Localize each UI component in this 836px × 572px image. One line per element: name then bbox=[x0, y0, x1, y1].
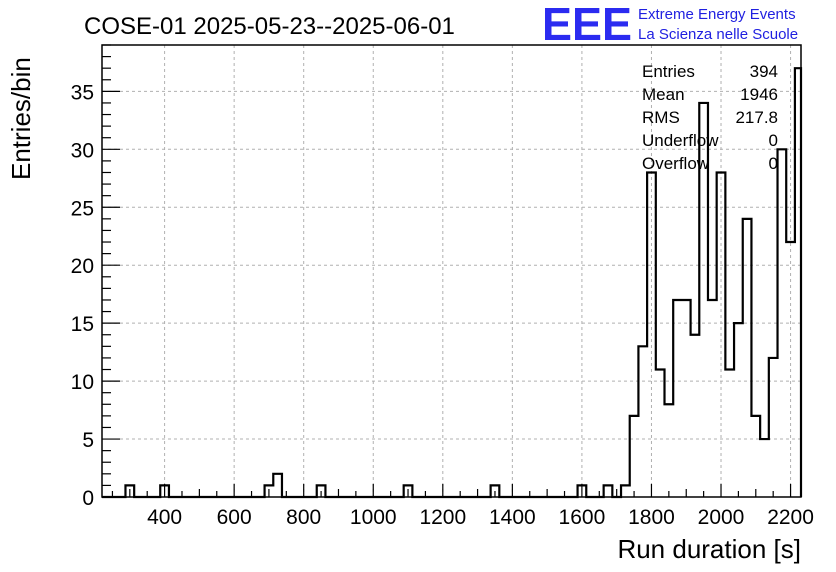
stats-label: Underflow bbox=[642, 131, 719, 150]
grid-lines bbox=[102, 45, 801, 497]
x-tick-labels: 400 600 800 1000 1200 1400 1600 1800 2000 2200 bbox=[147, 506, 814, 529]
axis-ticks bbox=[102, 44, 792, 497]
stats-label: RMS bbox=[642, 108, 680, 127]
y-tick-label: 35 bbox=[71, 81, 94, 104]
x-tick-label: 1200 bbox=[419, 506, 466, 529]
eee-logo-line2: La Scienza nelle Scuole bbox=[638, 26, 798, 43]
plot-frame bbox=[101, 44, 802, 498]
x-tick-label: 1800 bbox=[628, 506, 675, 529]
eee-logo-mark: EEE bbox=[542, 0, 632, 50]
y-tick-label: 0 bbox=[82, 487, 94, 510]
eee-logo-line1: Extreme Energy Events bbox=[638, 6, 796, 23]
eee-logo: EEE Extreme Energy Events La Scienza nel… bbox=[542, 0, 798, 50]
x-tick-label: 600 bbox=[217, 506, 252, 529]
stats-box: Entries 394 Mean 1946 RMS 217.8 Underflow 0 Over… bbox=[642, 62, 778, 173]
y-tick-label: 15 bbox=[71, 313, 94, 336]
x-axis-label: Run duration [s] bbox=[617, 534, 801, 564]
x-tick-label: 2200 bbox=[767, 506, 814, 529]
stats-value: 0 bbox=[769, 131, 778, 150]
x-tick-label: 1000 bbox=[350, 506, 397, 529]
histogram-outline bbox=[102, 67, 803, 499]
stats-label: Mean bbox=[642, 85, 685, 104]
y-tick-label: 20 bbox=[71, 255, 94, 278]
x-tick-label: 800 bbox=[286, 506, 321, 529]
x-tick-label: 2000 bbox=[698, 506, 745, 529]
stats-value: 217.8 bbox=[735, 108, 778, 127]
stats-value: 394 bbox=[750, 62, 778, 81]
stats-label: Entries bbox=[642, 62, 695, 81]
x-tick-label: 400 bbox=[147, 506, 182, 529]
x-tick-label: 1600 bbox=[559, 506, 606, 529]
y-tick-label: 10 bbox=[71, 371, 94, 394]
y-axis-label: Entries/bin bbox=[6, 57, 36, 180]
y-tick-label: 30 bbox=[71, 139, 94, 162]
y-tick-label: 5 bbox=[82, 429, 94, 452]
y-tick-labels: 0 5 10 15 20 25 30 35 bbox=[71, 81, 94, 510]
y-tick-label: 25 bbox=[71, 197, 94, 220]
stats-value: 0 bbox=[769, 154, 778, 173]
stats-value: 1946 bbox=[740, 85, 778, 104]
chart-title: COSE-01 2025-05-23--2025-06-01 bbox=[84, 13, 455, 40]
stats-label: Overflow bbox=[642, 154, 710, 173]
x-tick-label: 1400 bbox=[489, 506, 536, 529]
